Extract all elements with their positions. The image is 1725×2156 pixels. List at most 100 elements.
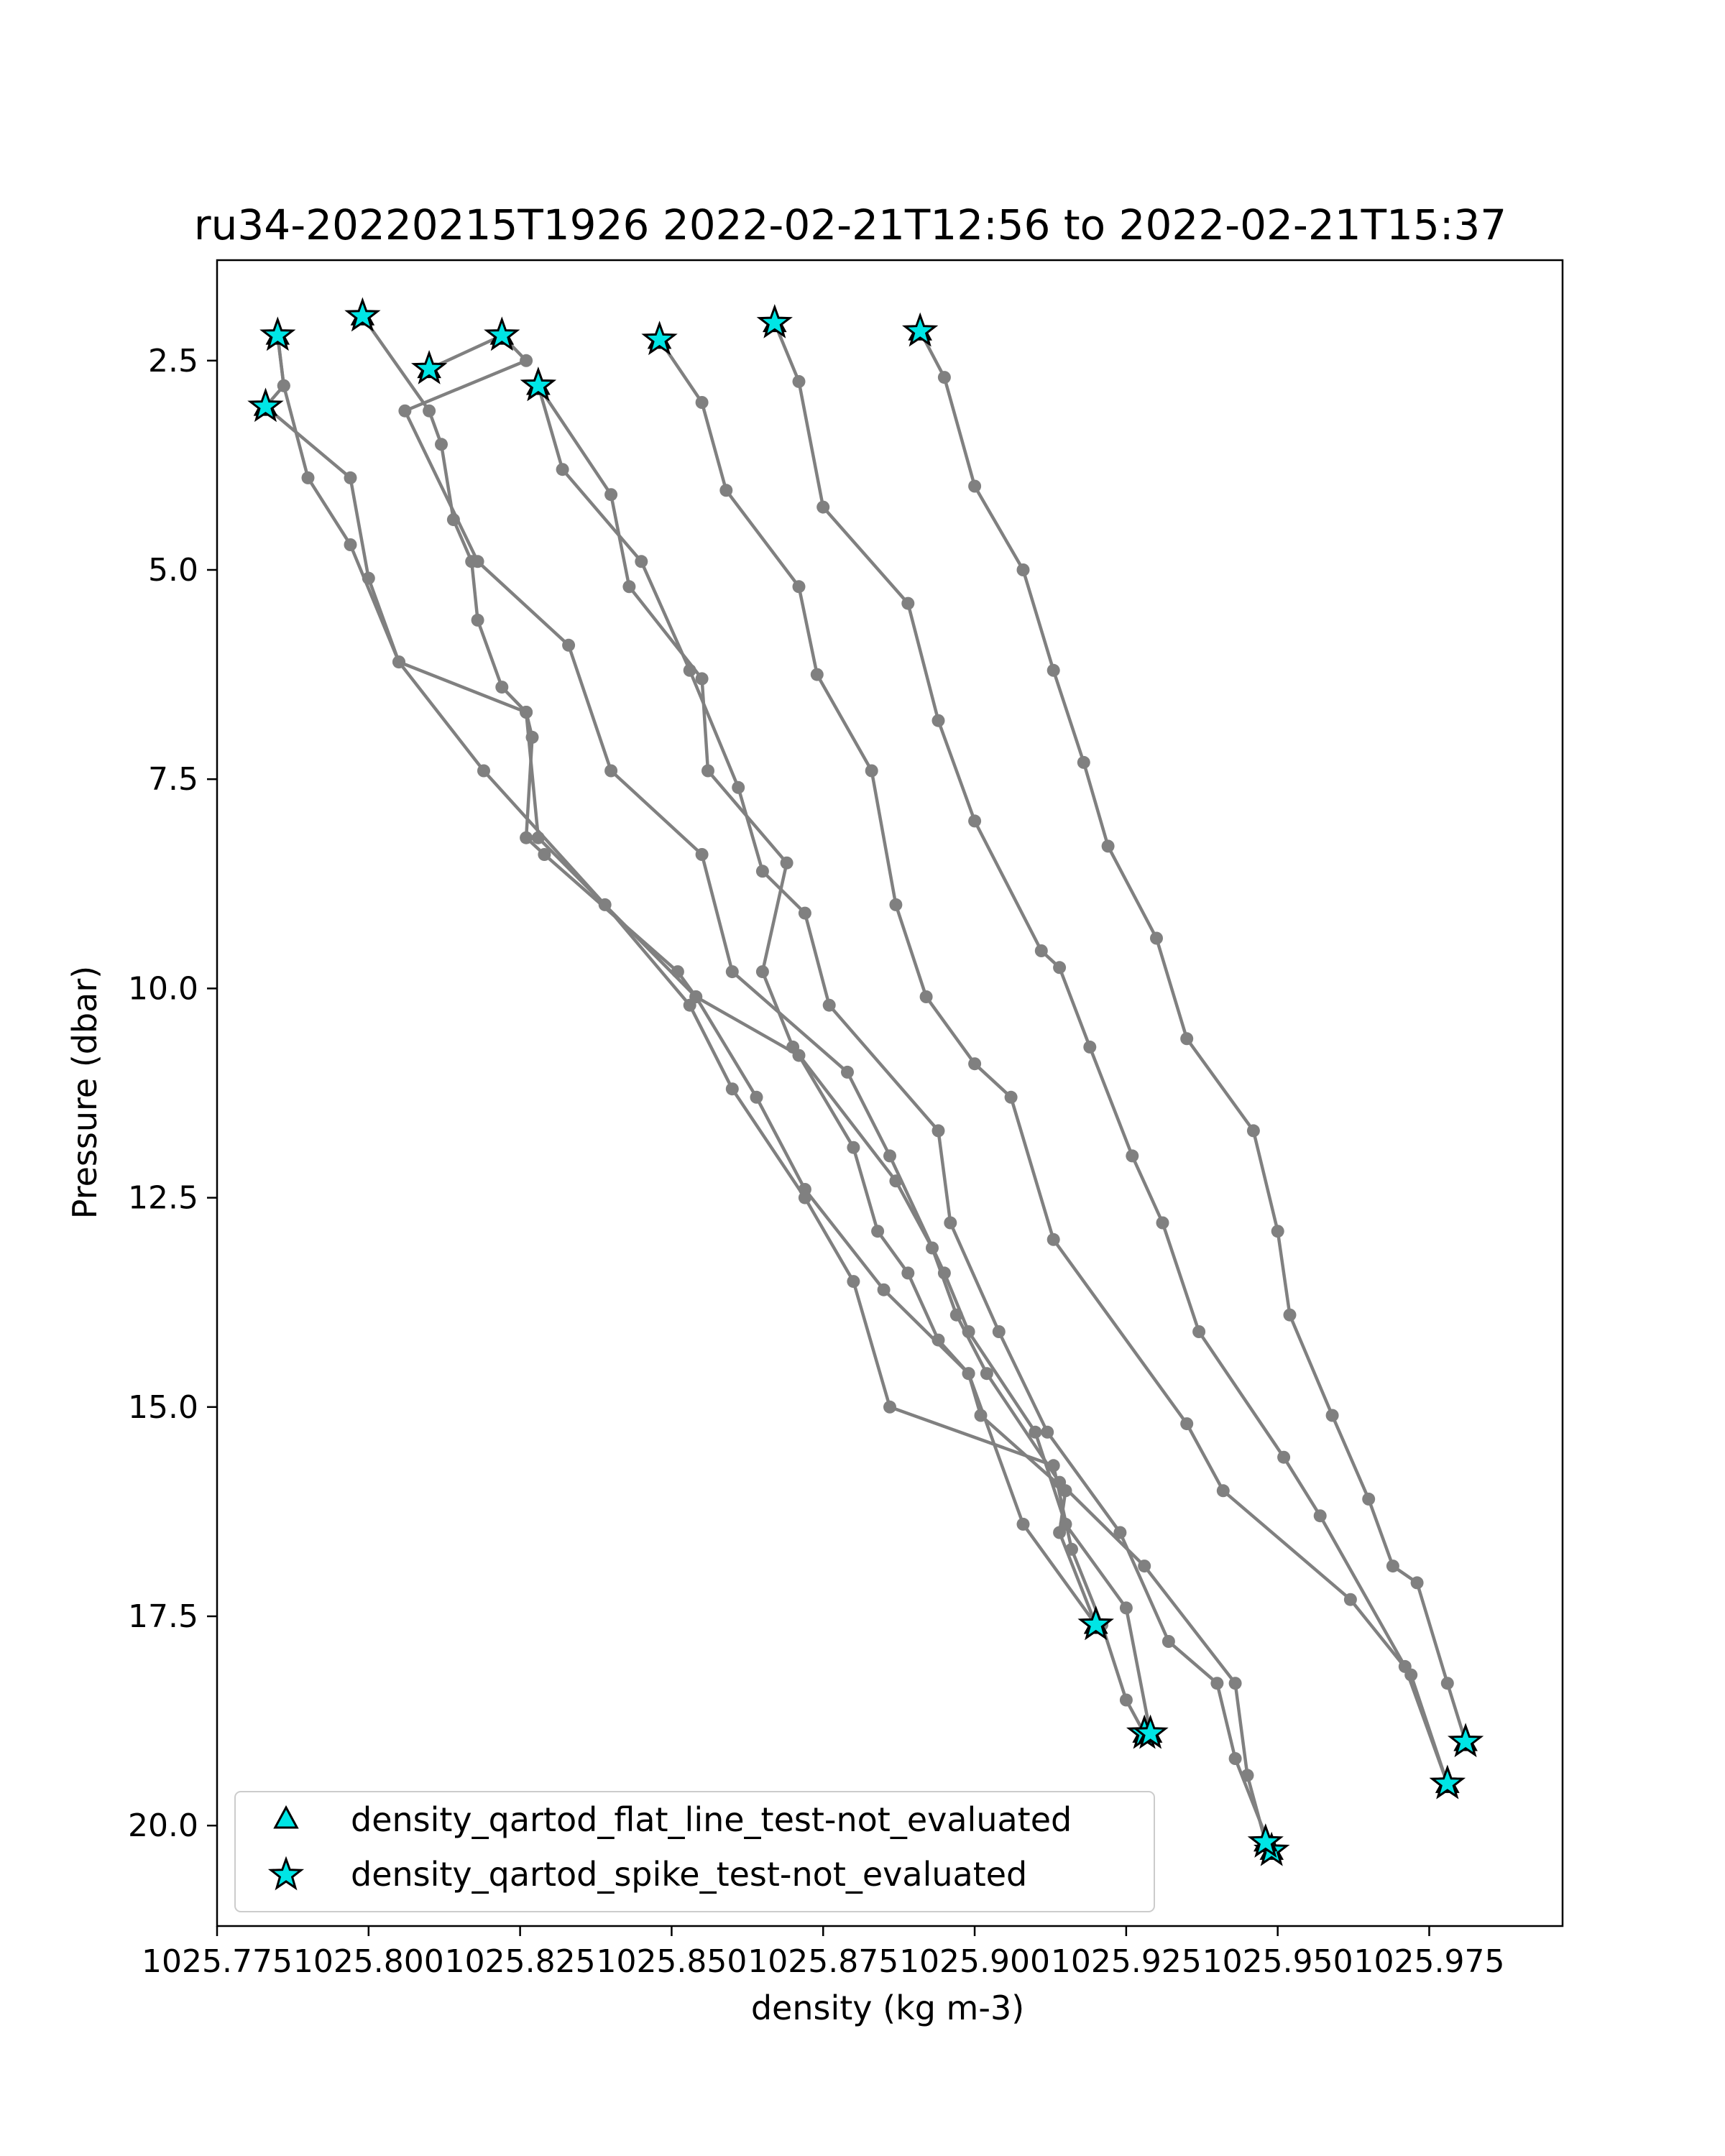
data-point bbox=[392, 655, 405, 669]
data-point bbox=[949, 1308, 963, 1322]
y-tick-label: 5.0 bbox=[148, 552, 198, 589]
y-tick-label: 10.0 bbox=[128, 970, 198, 1007]
data-point bbox=[1362, 1492, 1376, 1506]
x-tick-label: 1025.850 bbox=[596, 1943, 747, 1980]
spike-flag-star bbox=[1132, 1714, 1169, 1749]
y-tick-label: 2.5 bbox=[148, 343, 198, 379]
plot-frame bbox=[216, 259, 1564, 1927]
data-point bbox=[538, 848, 551, 861]
data-point bbox=[622, 580, 636, 594]
data-point bbox=[301, 471, 315, 484]
data-point bbox=[980, 1367, 993, 1381]
data-point bbox=[1156, 1216, 1169, 1230]
spike-flag-star bbox=[410, 349, 448, 384]
data-point bbox=[883, 1149, 896, 1163]
data-point bbox=[1277, 1450, 1291, 1464]
data-point bbox=[792, 374, 806, 388]
data-point bbox=[520, 354, 533, 367]
data-point bbox=[1386, 1560, 1399, 1573]
data-point bbox=[1041, 1425, 1054, 1439]
x-axis: 1025.775 1025.800 1025.825 1025.850 1025.875… bbox=[142, 1926, 1504, 1980]
data-point bbox=[1246, 1124, 1260, 1138]
data-point bbox=[798, 1191, 811, 1204]
spike-flag-star bbox=[1247, 1823, 1284, 1858]
data-point bbox=[1241, 1769, 1254, 1782]
spike-flag-star bbox=[520, 367, 556, 402]
x-tick-label: 1025.900 bbox=[899, 1943, 1050, 1980]
data-point bbox=[750, 1090, 763, 1104]
data-point bbox=[1016, 1517, 1030, 1531]
data-point bbox=[1029, 1425, 1042, 1439]
series-layer bbox=[259, 310, 1473, 1858]
data-point bbox=[847, 1141, 860, 1154]
data-point bbox=[344, 538, 357, 551]
data-point bbox=[520, 706, 533, 719]
data-point bbox=[1083, 1040, 1097, 1054]
data-point bbox=[1228, 1752, 1242, 1765]
data-point bbox=[871, 1225, 885, 1238]
x-tick-label: 1025.800 bbox=[293, 1943, 444, 1980]
data-point bbox=[968, 1057, 982, 1071]
data-point bbox=[471, 555, 484, 568]
data-point bbox=[725, 965, 739, 979]
data-point bbox=[1034, 944, 1048, 957]
spike-flag-star bbox=[247, 387, 284, 423]
data-point bbox=[1325, 1409, 1339, 1422]
data-point bbox=[277, 379, 290, 392]
data-point bbox=[562, 638, 576, 652]
data-point bbox=[1004, 1090, 1018, 1104]
data-point bbox=[755, 965, 769, 979]
data-point bbox=[435, 438, 448, 451]
data-point bbox=[719, 484, 733, 497]
data-point bbox=[732, 780, 745, 794]
data-point bbox=[695, 848, 709, 861]
data-point bbox=[398, 404, 412, 418]
profile-line-7 bbox=[658, 338, 1449, 1784]
data-point bbox=[968, 479, 982, 493]
data-point bbox=[1059, 1517, 1072, 1531]
legend-triangle-marker bbox=[273, 1805, 299, 1829]
data-point bbox=[937, 371, 951, 384]
data-point bbox=[901, 1266, 915, 1280]
data-point bbox=[604, 764, 618, 778]
data-point bbox=[932, 1124, 945, 1138]
data-point bbox=[926, 1241, 939, 1255]
y-tick-label: 7.5 bbox=[148, 761, 198, 798]
data-point bbox=[877, 1283, 891, 1296]
data-point bbox=[495, 681, 509, 694]
data-point bbox=[786, 1040, 800, 1054]
data-point bbox=[932, 1333, 945, 1347]
data-point bbox=[889, 898, 903, 911]
data-point bbox=[695, 672, 709, 686]
x-axis-label: density (kg m-3) bbox=[751, 1989, 1024, 2027]
data-point bbox=[1113, 1526, 1127, 1539]
data-point bbox=[755, 865, 769, 878]
data-point bbox=[968, 814, 982, 828]
data-point bbox=[635, 555, 648, 568]
data-point bbox=[1065, 1542, 1078, 1556]
legend-label-flat-line: density_qartod_flat_line_test-not_evalua… bbox=[351, 1800, 1072, 1839]
data-point bbox=[556, 463, 569, 476]
data-point bbox=[992, 1325, 1006, 1338]
data-point bbox=[1180, 1417, 1194, 1431]
data-point bbox=[1053, 961, 1067, 975]
data-point bbox=[344, 471, 357, 484]
x-tick-label: 1025.875 bbox=[748, 1943, 898, 1980]
data-point bbox=[1192, 1325, 1206, 1338]
data-point bbox=[847, 1275, 860, 1289]
data-point bbox=[683, 998, 696, 1012]
data-point bbox=[1053, 1475, 1067, 1489]
data-point bbox=[423, 404, 436, 418]
data-point bbox=[944, 1216, 957, 1230]
spike-flag-star bbox=[1429, 1764, 1466, 1800]
data-point bbox=[1398, 1659, 1412, 1673]
legend-star-marker bbox=[267, 1856, 305, 1891]
data-point bbox=[1046, 1233, 1060, 1246]
data-point bbox=[1180, 1032, 1194, 1046]
data-point bbox=[962, 1367, 975, 1381]
data-point bbox=[1228, 1677, 1242, 1690]
data-point bbox=[798, 906, 811, 920]
data-point bbox=[1271, 1225, 1284, 1238]
data-point bbox=[883, 1400, 896, 1414]
